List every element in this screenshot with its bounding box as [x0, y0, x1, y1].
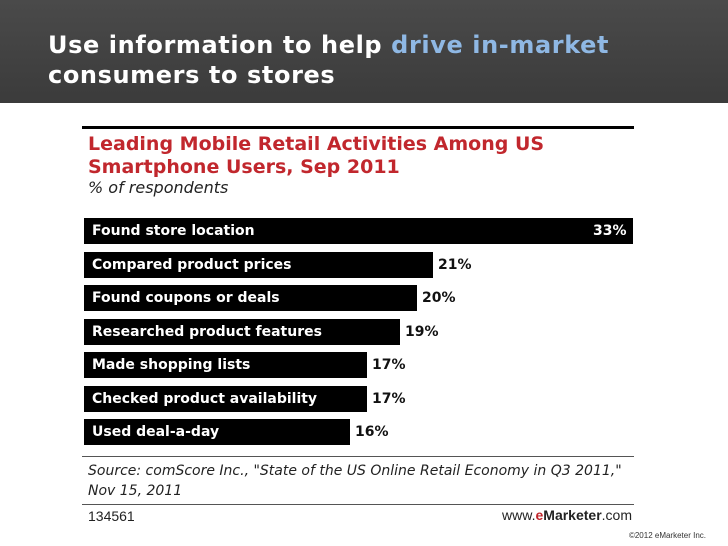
bar-label: Made shopping lists: [92, 357, 251, 373]
slide-title-part2: consumers to stores: [48, 61, 336, 89]
bar: Found store location: [84, 218, 633, 244]
chart-id: 134561: [88, 508, 135, 524]
bar: Made shopping lists: [84, 352, 367, 378]
bar-label: Found store location: [92, 223, 255, 239]
bar-label: Compared product prices: [92, 257, 292, 273]
slide-title: Use information to help drive in-market …: [48, 30, 688, 90]
bar-label: Researched product features: [92, 324, 322, 340]
brand-suffix: .com: [601, 507, 632, 523]
bar: Checked product availability: [84, 386, 367, 412]
brand-prefix: www.: [502, 507, 536, 523]
bar-value-label: 17%: [372, 357, 406, 373]
copyright: ©2012 eMarketer Inc.: [628, 531, 706, 540]
chart-source-rule: [82, 456, 634, 457]
chart-top-rule: [82, 126, 634, 129]
bar-value-label: 17%: [372, 391, 406, 407]
slide-title-highlight: drive in-market: [391, 31, 610, 59]
emarketer-brand: www.eMarketer.com: [498, 507, 632, 523]
bar-value-label: 19%: [405, 324, 439, 340]
chart-footer-rule: [82, 504, 634, 505]
bar-label: Checked product availability: [92, 391, 318, 407]
bar: Compared product prices: [84, 252, 433, 278]
slide-title-part1: Use information to help: [48, 31, 392, 59]
brand-marketer: Marketer: [543, 507, 602, 523]
brand-e: e: [535, 507, 544, 523]
bar: Researched product features: [84, 319, 400, 345]
bar-value-label: 20%: [422, 290, 456, 306]
chart-subtitle: % of respondents: [88, 178, 229, 197]
bar-label: Used deal-a-day: [92, 424, 220, 440]
bar-label: Found coupons or deals: [92, 290, 280, 306]
bar-value-label: 21%: [438, 257, 472, 273]
bar: Used deal-a-day: [84, 419, 350, 445]
bar: Found coupons or deals: [84, 285, 417, 311]
bar-value-label: 16%: [355, 424, 389, 440]
chart-title: Leading Mobile Retail Activities Among U…: [88, 133, 545, 178]
slide-header: Use information to help drive in-market …: [0, 0, 728, 103]
chart-source: Source: comScore Inc., "State of the US …: [88, 463, 622, 499]
bar-value-label: 33%: [593, 223, 627, 239]
